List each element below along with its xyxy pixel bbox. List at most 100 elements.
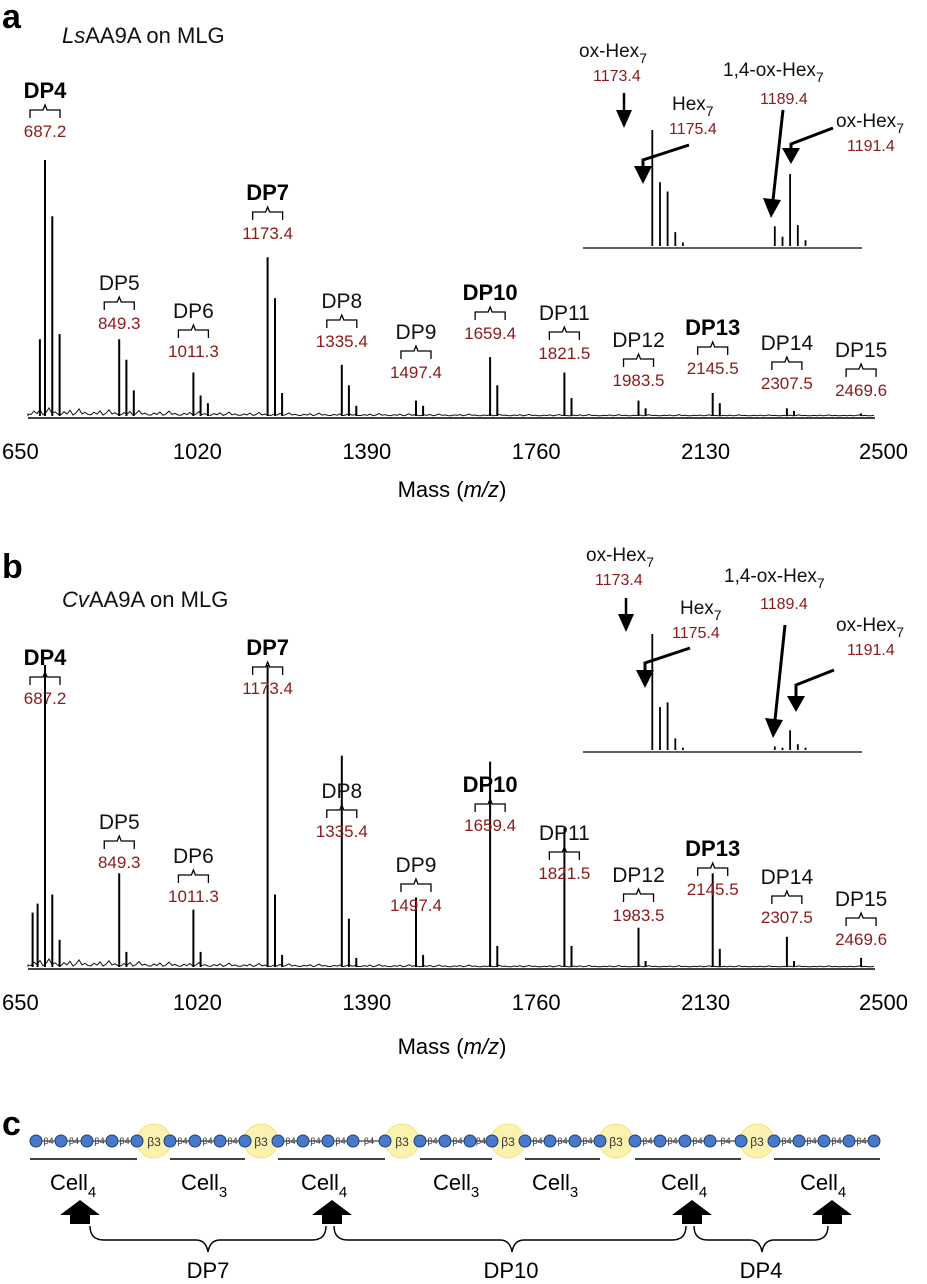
glucose-unit-21 [568, 1134, 582, 1148]
glucan-chain: β3 β3 β3 β3 β3 β3 β4 β4 β4 β4 β4 β4 β4 β4 β4 β4 β4 β4 β4 β4… [29, 1123, 881, 1159]
cell-label-5-sub: 3 [570, 1184, 578, 1201]
beta4-linkage-label-1: β4 [43, 1136, 53, 1146]
glucose-unit-16 [438, 1134, 452, 1148]
panel-b-inset-ox14-mass: 1189.4 [760, 596, 808, 613]
panel-a-annot-dp13-label: DP13 [685, 315, 740, 340]
panel-a-annot-dp14-mass: 2307.5 [761, 374, 813, 393]
panel-b-annot-dp7-brace [251, 660, 284, 675]
panel-b-inset-arrow-ox7-head [618, 614, 634, 632]
cell-label-1-prefix: Cell [50, 1170, 88, 1195]
panel-b-annot-dp11-brace [548, 845, 581, 860]
cell-label-3-prefix: Cell [301, 1170, 339, 1195]
panel-a-inset-arrow-ox14-shaft [771, 109, 785, 201]
panel-a-inset-ox7b-name: ox-Hex [836, 111, 897, 132]
beta4-linkage-label-31: β4 [856, 1136, 866, 1146]
beta3-linkage-label-5: β3 [609, 1135, 623, 1149]
panel-b-annot-dp11-mass: 1821.5 [538, 864, 590, 883]
panel-a-spectrum [27, 160, 875, 417]
panel-b-annot-dp9-brace [400, 877, 432, 892]
beta4-linkage-label-28: β4 [781, 1136, 791, 1146]
panel-a-annot-dp15-label: DP15 [835, 339, 888, 362]
panel-a-inset-hex7-label: Hex7 [672, 94, 714, 119]
panel-b-annot-dp13-brace [697, 861, 729, 876]
panel-a-inset: ox-Hex7 1173.4 Hex7 1175.4 1,4-ox-Hex7 1… [579, 41, 904, 249]
panel-a-inset-ox7-sub: 7 [639, 50, 647, 66]
glucose-unit-9 [238, 1134, 252, 1148]
glucose-unit-27 [734, 1134, 748, 1148]
panel-b-annot-dp4-label: DP4 [24, 645, 68, 670]
cell-label-4-sub: 3 [471, 1184, 479, 1201]
panel-b-inset-arrow-hex7-shaft [643, 646, 691, 672]
cell-label-7-prefix: Cell [800, 1170, 838, 1195]
panel-b-annot-dp15-mass: 2469.6 [835, 930, 887, 949]
beta3-linkage-label-6: β3 [750, 1135, 764, 1149]
panel-b-annot-dp6-mass: 1011.3 [168, 887, 219, 906]
panel-b-tick-650: 650 [2, 990, 39, 1015]
product-label-dp7: DP7 [187, 1258, 230, 1283]
beta4-linkage-label-7: β4 [202, 1136, 212, 1146]
panel-b-tick-2130: 2130 [681, 990, 730, 1015]
panel-b-annot-dp12-label: DP12 [612, 864, 665, 887]
panel-a-baseline-noise [27, 407, 875, 417]
cell-label-4-prefix: Cell [433, 1170, 471, 1195]
panel-b-inset-hex7-sub: 7 [714, 607, 722, 623]
panel-b-annot-dp8-mass: 1335.4 [316, 822, 368, 841]
cell-label-5-prefix: Cell [532, 1170, 570, 1195]
panel-a-inset-hex7-name: Hex [672, 94, 706, 115]
cell-label-2: Cell3 [181, 1170, 227, 1201]
panel-a-annot-dp6-brace [177, 323, 210, 338]
panel-a-annot-dp5-mass: 849.3 [98, 314, 141, 333]
panel-a-inset-arrow-ox7b-shaft [789, 126, 834, 150]
cell-label-7-sub: 4 [838, 1184, 846, 1201]
beta4-linkage-label-4: β4 [119, 1136, 129, 1146]
panel-b-annot-dp12-brace [622, 887, 655, 902]
panel-b-title: CvAA9A on MLG [62, 587, 228, 612]
panel-a-annot-dp13-brace [697, 340, 729, 355]
panel-a-inset-ox7b-mass: 1191.4 [847, 138, 895, 155]
panel-a-annot-dp10-brace [474, 305, 506, 320]
panel-letter-a: a [2, 0, 22, 36]
beta4-linkage-label-21: β4 [582, 1136, 592, 1146]
panel-b-annot-dp8-brace [326, 803, 358, 818]
panel-a-inset-ox14-sub: 7 [816, 69, 824, 85]
product-bracket-dp4 [693, 1225, 829, 1253]
panel-b-annot-dp13-mass: 2145.5 [687, 880, 739, 899]
panel-a-title-italic: Ls [62, 23, 85, 48]
panel-b-annotations: DP4 687.2 DP5 849.3 DP6 1011.3 DP7 1173.4 DP8 133… [24, 635, 888, 949]
panel-a-annot-dp8-label: DP8 [321, 290, 362, 313]
panel-a-inset-ox14-name: 1,4-ox-Hex [723, 60, 816, 81]
panel-b-inset-ox7-name: ox-Hex [586, 545, 647, 566]
glucose-unit-11 [296, 1134, 310, 1148]
glucose-unit-22 [593, 1134, 607, 1148]
panel-a-annot-dp15-brace [845, 362, 877, 377]
panel-b-annot-dp12-mass: 1983.5 [613, 906, 665, 925]
panel-b-spectrum [27, 665, 875, 968]
panel-a-annot-dp4-brace [29, 103, 61, 118]
glucose-unit-4 [105, 1134, 119, 1148]
panel-a-annot-dp12-label: DP12 [612, 329, 665, 352]
panel-a-annot-dp8-mass: 1335.4 [316, 332, 368, 351]
panel-a-inset-peaks [651, 130, 807, 246]
beta4-linkage-label-11: β4 [310, 1136, 320, 1146]
glucose-unit-2 [54, 1134, 68, 1148]
panel-b-inset-hex7-name: Hex [680, 598, 714, 619]
product-label-dp10: DP10 [483, 1258, 538, 1283]
panel-a-inset-ox7b-label: ox-Hex7 [836, 111, 904, 136]
panel-a-inset-arrow-ox7b-head [782, 148, 800, 164]
panel-b-annot-dp8-label: DP8 [321, 780, 362, 803]
glucose-unit-19 [518, 1134, 532, 1148]
panel-b-annot-dp5-label: DP5 [99, 811, 140, 834]
panel-b-annot-dp7-mass: 1173.4 [242, 679, 293, 698]
panel-a-annot-dp6-label: DP6 [173, 300, 214, 323]
panel-a-inset-arrow-ox7-head [616, 110, 632, 128]
panel-b-baseline-noise [27, 958, 875, 968]
panel-a-annot-dp8-brace [326, 313, 358, 328]
panel-a-annot-dp6-mass: 1011.3 [168, 342, 219, 361]
panel-b-annot-dp4-brace [29, 670, 61, 685]
panel-a-annot-dp7-mass: 1173.4 [242, 224, 293, 243]
panel-b-annot-dp6-brace [177, 868, 210, 883]
cell-label-6: Cell4 [661, 1170, 707, 1201]
glucose-unit-29 [792, 1134, 806, 1148]
cell-label-6-prefix: Cell [661, 1170, 699, 1195]
panel-a-tick-1020: 1020 [173, 439, 222, 464]
